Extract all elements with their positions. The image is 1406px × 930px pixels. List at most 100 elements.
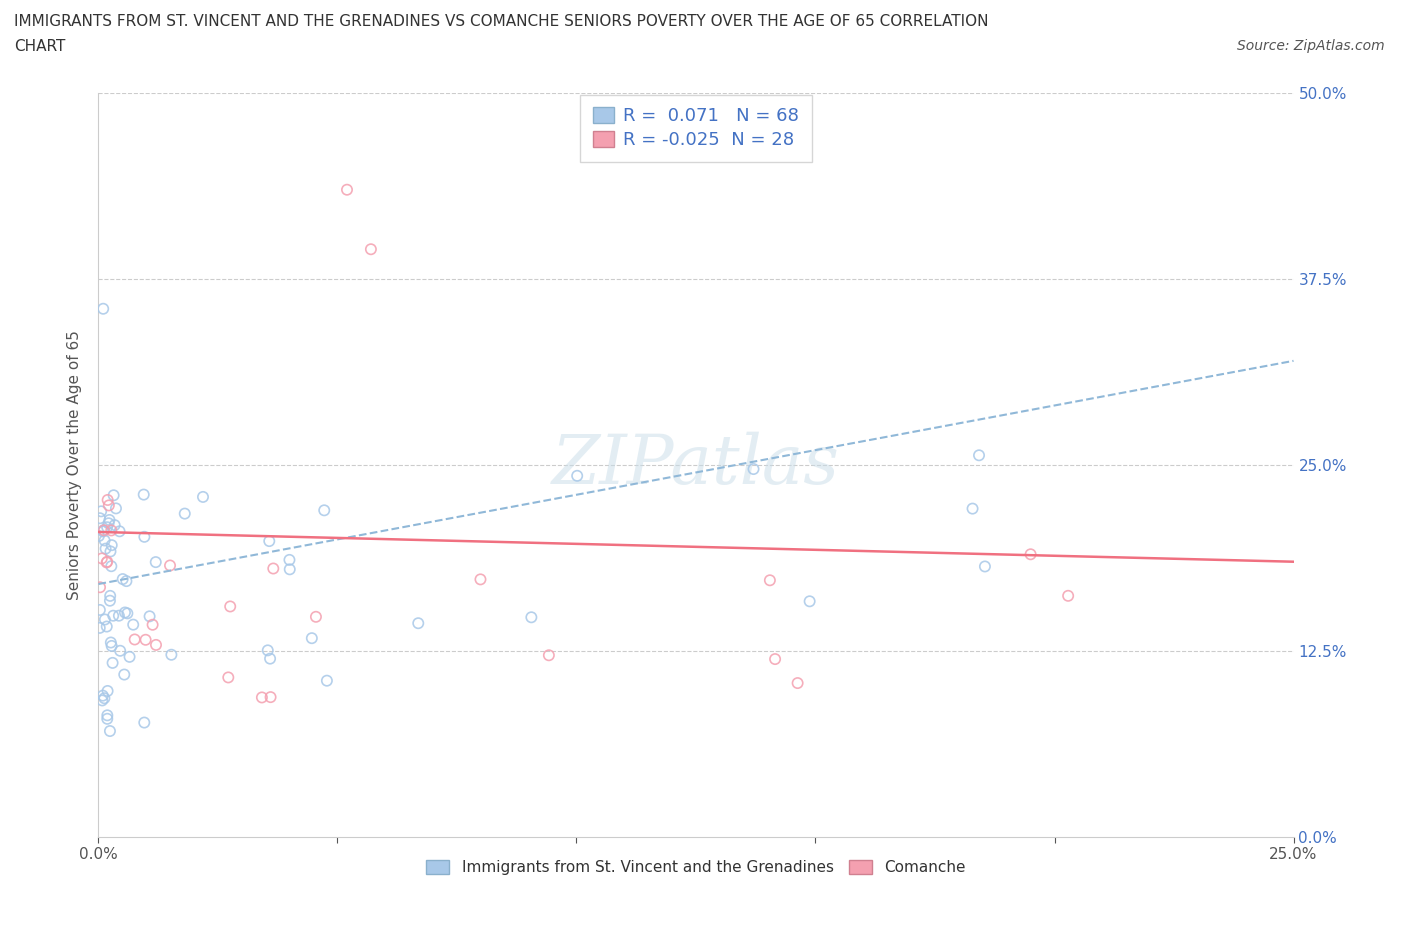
Text: Source: ZipAtlas.com: Source: ZipAtlas.com <box>1237 39 1385 53</box>
Point <box>97 684 120 698</box>
Point <box>117 606 139 621</box>
Point <box>305 609 328 624</box>
Point <box>108 524 131 538</box>
Point <box>142 618 165 632</box>
Point <box>91 693 114 708</box>
Point <box>104 518 127 533</box>
Point <box>100 523 122 538</box>
Legend: Immigrants from St. Vincent and the Grenadines, Comanche: Immigrants from St. Vincent and the Gren… <box>420 854 972 882</box>
Point <box>93 523 115 538</box>
Point <box>108 644 131 658</box>
Point <box>97 498 120 512</box>
Point <box>89 579 111 594</box>
Point <box>100 635 122 650</box>
Point <box>90 504 112 519</box>
Point <box>360 242 382 257</box>
Point <box>103 608 125 623</box>
Point <box>96 619 118 634</box>
Point <box>97 516 120 531</box>
Point <box>111 572 134 587</box>
Point <box>108 608 131 623</box>
Point <box>470 572 492 587</box>
Point <box>262 561 284 576</box>
Point <box>135 632 157 647</box>
Point <box>103 488 125 503</box>
Point <box>256 643 278 658</box>
Text: ZIPatlas: ZIPatlas <box>553 432 839 498</box>
Point <box>96 708 118 723</box>
Point <box>259 534 281 549</box>
Point <box>98 512 121 527</box>
Point <box>100 544 122 559</box>
Text: CHART: CHART <box>14 39 66 54</box>
Point <box>278 562 301 577</box>
Point <box>98 589 121 604</box>
Point <box>93 523 115 538</box>
Point <box>98 593 121 608</box>
Point <box>250 690 273 705</box>
Point <box>145 554 167 569</box>
Point <box>91 301 114 316</box>
Point <box>336 182 359 197</box>
Point <box>160 647 183 662</box>
Point <box>132 487 155 502</box>
Point <box>314 503 336 518</box>
Point <box>967 448 990 463</box>
Point <box>217 670 239 684</box>
Point <box>406 616 429 631</box>
Point <box>159 558 181 573</box>
Point <box>94 612 117 627</box>
Point <box>98 724 121 738</box>
Point <box>191 489 214 504</box>
Point <box>114 605 136 620</box>
Point <box>962 501 984 516</box>
Point <box>122 618 145 632</box>
Point <box>742 461 765 476</box>
Point <box>97 493 120 508</box>
Point <box>91 688 114 703</box>
Point <box>301 631 323 645</box>
Text: IMMIGRANTS FROM ST. VINCENT AND THE GRENADINES VS COMANCHE SENIORS POVERTY OVER : IMMIGRANTS FROM ST. VINCENT AND THE GREN… <box>14 14 988 29</box>
Point <box>124 632 146 647</box>
Point <box>134 529 156 544</box>
Point <box>87 528 110 543</box>
Point <box>100 639 122 654</box>
Point <box>93 533 115 548</box>
Point <box>96 711 118 726</box>
Point <box>134 715 156 730</box>
Point <box>118 649 141 664</box>
Point <box>89 603 111 618</box>
Point <box>537 648 560 663</box>
Point <box>567 469 589 484</box>
Point <box>799 594 821 609</box>
Point <box>115 574 138 589</box>
Point <box>759 573 782 588</box>
Point <box>93 691 115 706</box>
Point <box>104 501 127 516</box>
Point <box>94 541 117 556</box>
Point <box>138 609 160 624</box>
Point <box>259 651 281 666</box>
Point <box>173 506 195 521</box>
Point <box>89 620 111 635</box>
Point <box>100 538 122 552</box>
Point <box>219 599 242 614</box>
Point <box>91 524 114 538</box>
Point <box>974 559 997 574</box>
Point <box>89 511 111 525</box>
Point <box>96 520 118 535</box>
Point <box>520 610 543 625</box>
Point <box>112 667 135 682</box>
Point <box>786 675 808 690</box>
Point <box>90 551 112 565</box>
Point <box>278 552 301 567</box>
Point <box>101 656 124 671</box>
Point <box>100 559 122 574</box>
Y-axis label: Seniors Poverty Over the Age of 65: Seniors Poverty Over the Age of 65 <box>67 330 83 600</box>
Point <box>1057 589 1080 604</box>
Point <box>763 652 786 667</box>
Point <box>1019 547 1042 562</box>
Point <box>316 673 339 688</box>
Point <box>259 690 281 705</box>
Point <box>96 554 118 569</box>
